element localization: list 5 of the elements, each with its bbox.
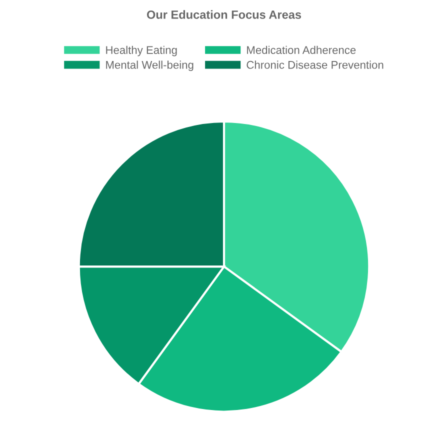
legend-label: Medication Adherence xyxy=(247,46,356,54)
chart-title: Our Education Focus Areas xyxy=(146,10,302,19)
legend-label: Chronic Disease Prevention xyxy=(246,60,384,69)
legend-label: Healthy Eating xyxy=(106,46,177,56)
legend-label: Mental Well-being xyxy=(106,60,194,71)
